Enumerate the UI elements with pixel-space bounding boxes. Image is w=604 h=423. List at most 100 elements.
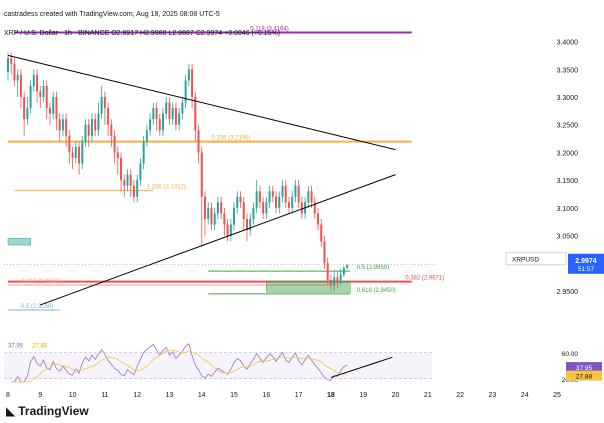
rsi-trendline — [330, 356, 393, 378]
candle-body — [171, 108, 174, 120]
candle-body — [233, 207, 236, 225]
candle-body — [342, 267, 345, 275]
rsi-value-tag — [566, 362, 602, 373]
y-tick-label: 3.3500 — [557, 67, 579, 74]
rsi-band — [4, 352, 432, 379]
fib-label: 1.236 (3.1312) — [147, 185, 186, 191]
x-tick-label: 21 — [424, 392, 432, 399]
candle-body — [336, 277, 339, 283]
candle-body — [90, 119, 93, 136]
candle-body — [194, 96, 197, 131]
candle-body — [113, 135, 116, 153]
x-tick-label: 14 — [198, 392, 206, 399]
candle-body — [229, 224, 232, 236]
candle-body — [242, 202, 245, 219]
candle-body — [178, 113, 181, 125]
rsi-header-value: 37.95 — [8, 344, 24, 350]
candle-body — [32, 74, 35, 86]
candle-body — [7, 58, 9, 73]
candle-body — [55, 96, 58, 120]
candle-body — [142, 141, 145, 164]
candle-body — [220, 202, 223, 214]
candle-body — [103, 96, 106, 109]
fib-levels: 0.118 (3.4164) 0.236 (3.2196) 1.236 (3.131… — [8, 26, 444, 311]
candle-body — [252, 207, 255, 219]
last-price-value: 2.9974 — [575, 258, 597, 265]
time-axis[interactable]: 8 9 10 11 12 13 14 15 16 17 18 19 20 21 22 23 24 25 — [6, 392, 561, 399]
candle-body — [187, 69, 190, 81]
tradingview-logo[interactable]: ◣ TradingView — [6, 403, 89, 419]
candles — [7, 52, 349, 292]
candle-body — [326, 263, 329, 280]
fib-label: 0.5 (2.9859) — [357, 265, 389, 271]
y-tick-label: 3.2000 — [557, 150, 579, 157]
candle-body — [317, 213, 320, 225]
candle-body — [23, 96, 26, 120]
candle-body — [262, 202, 265, 214]
candle-body — [45, 85, 48, 109]
fib-label: 0.618 (2.9450) — [357, 288, 396, 294]
candle-body — [323, 241, 326, 264]
rsi-header-ma-value: 27.88 — [32, 344, 48, 350]
candle-body — [210, 207, 213, 225]
candle-body — [245, 218, 248, 231]
candle-body — [255, 191, 258, 208]
candle-body — [39, 91, 42, 97]
candle-body — [203, 196, 206, 219]
candle-body — [145, 130, 148, 142]
candle-body — [123, 180, 126, 186]
y-tick-label: 2.9500 — [557, 289, 579, 296]
candle-body — [346, 264, 349, 268]
candle-body — [320, 224, 323, 242]
candle-body — [174, 108, 177, 125]
x-tick-label: 9 — [38, 392, 42, 399]
x-tick-label: 19 — [359, 392, 367, 399]
price-axis[interactable]: 3.4000 3.3500 3.3000 3.2500 3.2000 3.1500 3.10… — [4, 40, 604, 297]
fib-label: 0.236 (3.2196) — [211, 136, 250, 142]
last-price-tag — [568, 253, 604, 274]
x-tick-label: 18 — [327, 392, 335, 399]
x-tick-label: 25 — [553, 392, 561, 399]
candle-body — [310, 191, 313, 203]
candle-body — [307, 191, 310, 203]
candle-body — [100, 96, 103, 114]
zones — [7, 238, 351, 293]
x-tick-label: 17 — [295, 392, 303, 399]
fib-label: 0.5 (2.9158) — [21, 304, 53, 310]
x-tick-label: 22 — [456, 392, 464, 399]
rsi-ma-line — [11, 349, 348, 383]
candle-body — [19, 74, 22, 97]
candle-body — [71, 152, 74, 158]
x-tick-label: 8 — [6, 392, 10, 399]
candle-body — [165, 102, 168, 114]
trendlines[interactable] — [7, 54, 396, 306]
candle-body — [291, 196, 294, 208]
x-tick-label: 13 — [166, 392, 174, 399]
candle-body — [236, 196, 239, 208]
countdown: 51:57 — [578, 266, 595, 273]
candle-body — [329, 279, 332, 286]
candle-body — [16, 74, 19, 81]
candle-body — [65, 119, 68, 136]
candle-body — [78, 146, 81, 164]
candle-body — [10, 58, 13, 64]
candle-body — [265, 202, 268, 214]
candle-body — [294, 185, 297, 197]
rsi-ma-tag — [566, 370, 602, 381]
candle-body — [197, 130, 200, 153]
fib-label: 0.382 (2.9608) — [21, 279, 60, 285]
x-tick-label: 16 — [262, 392, 270, 399]
candle-body — [36, 74, 39, 92]
candle-body — [268, 191, 271, 203]
candle-body — [149, 119, 152, 131]
candle-body — [339, 274, 342, 283]
tradingview-logo-icon: ◣ — [6, 404, 15, 418]
x-tick-label: 24 — [521, 392, 529, 399]
candle-body — [213, 213, 216, 225]
candle-body — [162, 113, 165, 131]
candle-body — [297, 185, 300, 203]
candle-body — [281, 185, 284, 197]
candle-body — [333, 277, 336, 286]
